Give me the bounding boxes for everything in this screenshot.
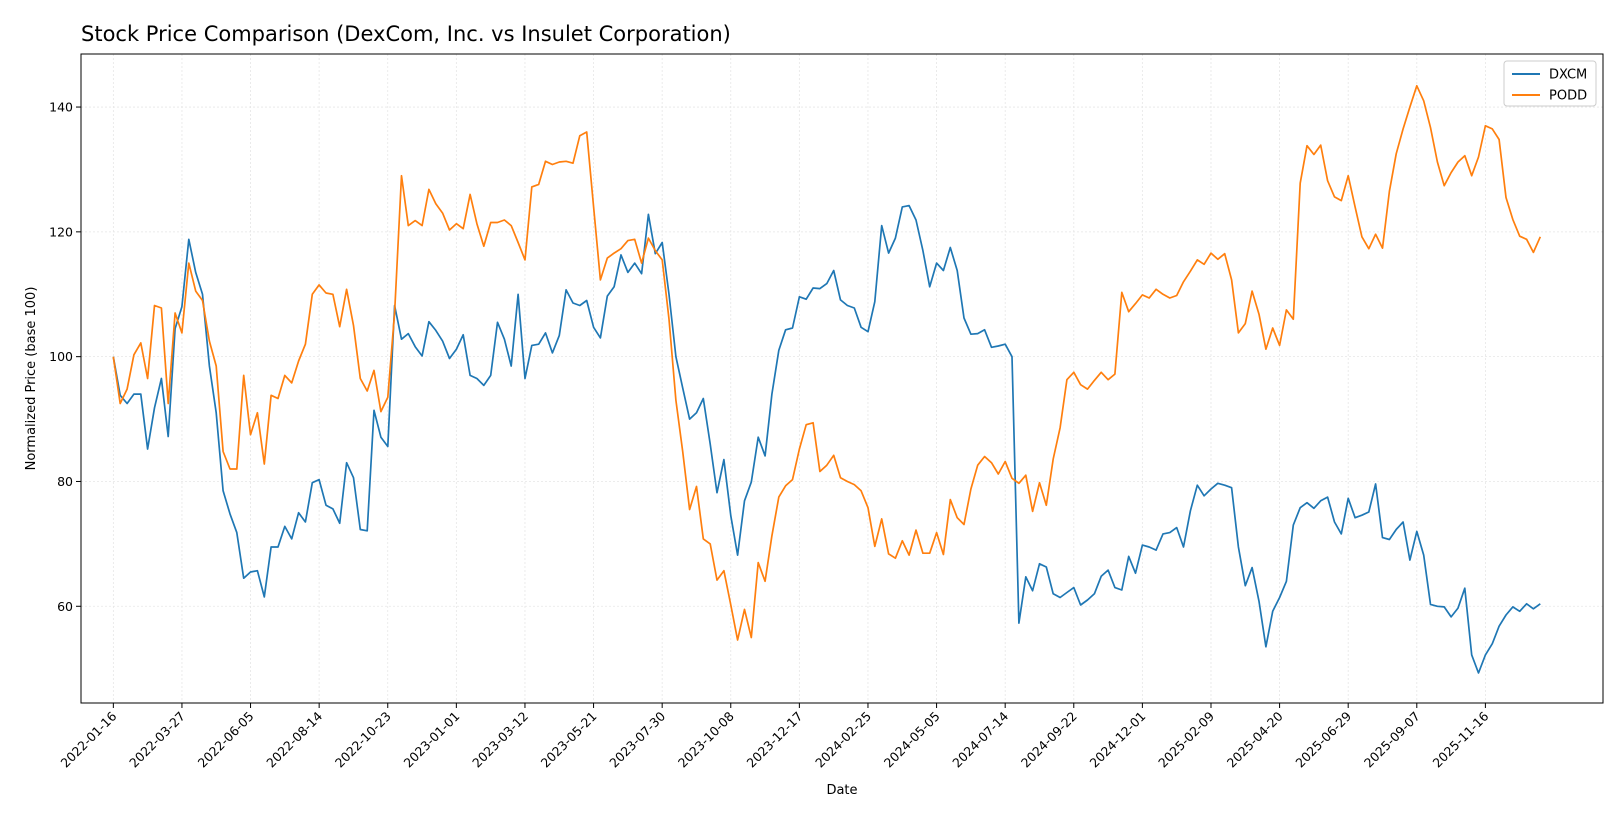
legend-label-podd: PODD bbox=[1549, 89, 1587, 104]
series-line-dxcm bbox=[112, 204, 1541, 674]
legend-label-dxcm: DXCM bbox=[1549, 68, 1587, 83]
x-axis: 2022-01-16 2022-03-27 2022-06-05 2022-08-14… bbox=[57, 703, 1492, 771]
x-tick-label: 2023-10-08 bbox=[675, 708, 737, 770]
x-tick-label: 2022-01-16 bbox=[57, 708, 119, 770]
x-tick-label: 2022-03-27 bbox=[126, 709, 188, 771]
grid bbox=[81, 54, 1603, 703]
x-tick-label: 2024-09-22 bbox=[1018, 709, 1080, 771]
x-tick-label: 2023-12-17 bbox=[744, 709, 806, 771]
x-tick-label: 2024-05-05 bbox=[881, 709, 943, 771]
x-tick-label: 2024-02-25 bbox=[812, 709, 874, 771]
legend: DXCM PODD bbox=[1503, 60, 1597, 107]
x-tick-label: 2023-01-01 bbox=[400, 709, 462, 771]
y-tick-label: 80 bbox=[57, 474, 73, 489]
y-tick-label: 140 bbox=[49, 100, 73, 115]
series-layer bbox=[112, 84, 1542, 674]
x-tick-label: 2025-02-09 bbox=[1155, 708, 1217, 770]
plot-frame bbox=[80, 53, 1604, 704]
x-tick-label: 2025-04-20 bbox=[1224, 708, 1286, 770]
x-tick-label: 2024-12-01 bbox=[1087, 709, 1149, 771]
x-tick-label: 2022-06-05 bbox=[195, 709, 257, 771]
x-tick-label: 2023-05-21 bbox=[538, 709, 600, 771]
y-tick-label: 60 bbox=[57, 599, 73, 614]
y-tick-label: 100 bbox=[49, 349, 73, 364]
y-axis-label: Normalized Price (base 100) bbox=[24, 287, 39, 471]
x-tick-label: 2023-07-30 bbox=[606, 708, 668, 770]
x-tick-label: 2023-03-12 bbox=[469, 709, 531, 771]
series-line-podd bbox=[112, 84, 1542, 641]
x-tick-label: 2022-10-23 bbox=[332, 709, 394, 771]
x-tick-label: 2025-09-07 bbox=[1361, 709, 1423, 771]
x-axis-label: Date bbox=[826, 783, 857, 798]
x-tick-label: 2024-07-14 bbox=[949, 708, 1011, 770]
x-tick-label: 2025-06-29 bbox=[1292, 708, 1354, 770]
x-tick-label: 2025-11-16 bbox=[1430, 708, 1492, 770]
x-tick-label: 2022-08-14 bbox=[263, 708, 325, 770]
y-tick-label: 120 bbox=[49, 224, 73, 239]
chart-title: Stock Price Comparison (DexCom, Inc. vs … bbox=[81, 22, 731, 46]
y-axis: 60 80 100 120 140 bbox=[49, 100, 81, 614]
